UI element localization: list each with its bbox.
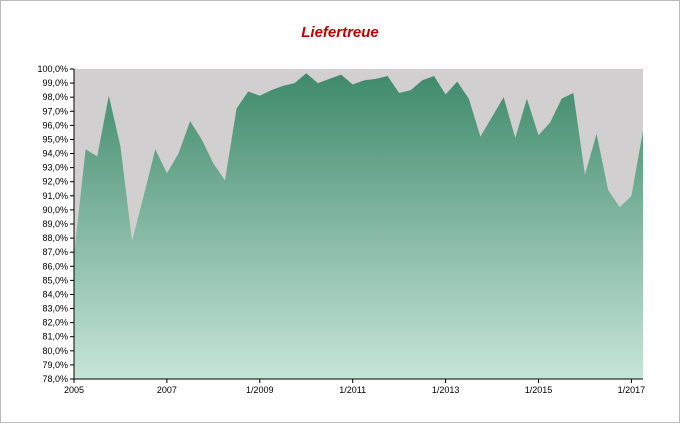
y-tick-label: 87,0% — [42, 247, 68, 257]
y-tick-label: 97,0% — [42, 106, 68, 116]
x-tick-label: 1/2009 — [246, 385, 274, 395]
y-tick-label: 89,0% — [42, 219, 68, 229]
y-tick-label: 78,0% — [42, 374, 68, 384]
y-tick-label: 79,0% — [42, 360, 68, 370]
series-area — [74, 73, 643, 379]
y-tick-label: 86,0% — [42, 261, 68, 271]
x-tick-label: 1/2011 — [339, 385, 366, 395]
y-tick-label: 84,0% — [42, 289, 68, 299]
x-tick-label: 2007 — [157, 385, 177, 395]
x-tick-label: 1/2013 — [432, 385, 460, 395]
y-tick-label: 98,0% — [42, 92, 68, 102]
y-tick-label: 88,0% — [42, 233, 68, 243]
y-tick-label: 96,0% — [42, 120, 68, 130]
y-tick-label: 93,0% — [42, 163, 68, 173]
x-axis-ticks: 2005 2007 1/2009 1/2011 1/2013 1/2015 1/2017 — [64, 379, 645, 395]
chart-title: Liefertreue — [301, 24, 379, 41]
y-tick-label: 92,0% — [42, 177, 68, 187]
y-tick-label: 83,0% — [42, 304, 68, 314]
y-tick-label: 85,0% — [42, 275, 68, 285]
y-tick-label: 90,0% — [42, 205, 68, 215]
y-tick-label: 94,0% — [42, 149, 68, 159]
x-tick-label: 1/2015 — [525, 385, 553, 395]
x-tick-label: 1/2017 — [618, 385, 646, 395]
y-tick-label: 91,0% — [42, 191, 68, 201]
y-tick-label: 100,0% — [37, 64, 68, 74]
y-tick-label: 95,0% — [42, 134, 68, 144]
x-tick-label: 2005 — [64, 385, 84, 395]
y-tick-label: 99,0% — [42, 78, 68, 88]
y-tick-label: 82,0% — [42, 318, 68, 328]
y-tick-label: 81,0% — [42, 332, 68, 342]
y-tick-label: 80,0% — [42, 346, 68, 356]
y-axis-ticks: 78,0% 79,0% 80,0% 81,0% 82,0% 83,0% 84,0% 85,0%… — [37, 64, 74, 384]
